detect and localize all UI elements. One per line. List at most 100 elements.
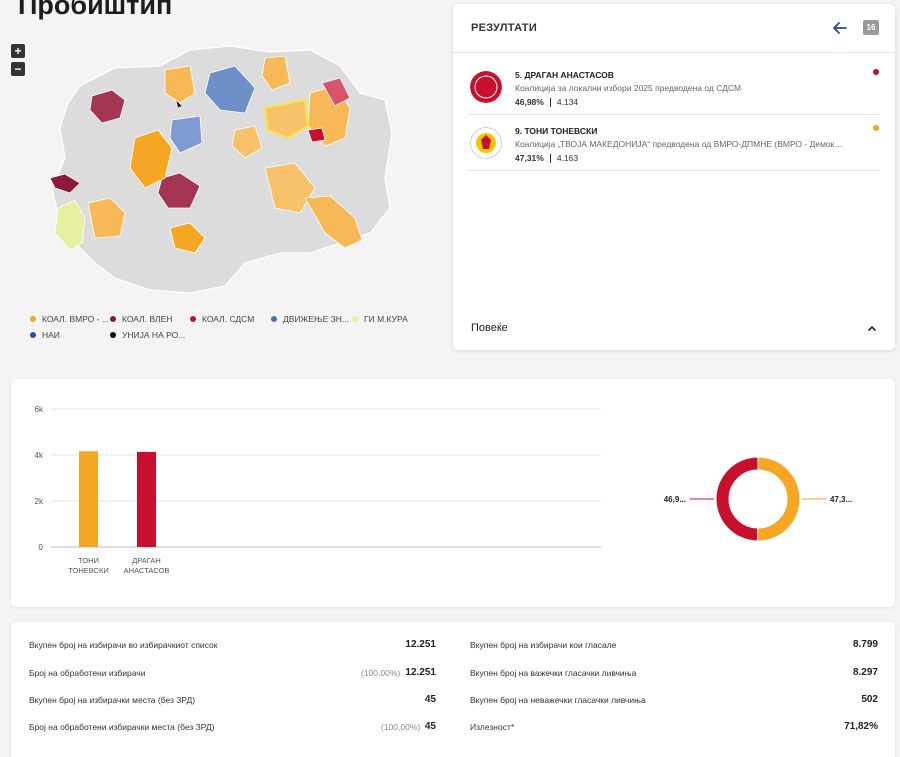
donut-label: 46,9... <box>664 495 686 504</box>
legend-dot-icon <box>30 316 36 322</box>
legend-label: ДВИЖЕЊЕ ЗН... <box>283 314 350 324</box>
legend-item[interactable]: НАИ <box>30 330 60 340</box>
candidate-votes: 4.163 <box>556 153 579 163</box>
stat-row: Број на обработени избирачи (100,00%) 12… <box>29 667 436 682</box>
stat-label: Вкупен број на важечки гласачки ливчиња <box>470 668 637 678</box>
map-region-sdsm-2 <box>307 127 326 143</box>
candidate-percent: 46,98% <box>515 97 544 107</box>
stat-value: 45 <box>424 694 436 705</box>
candidate-row[interactable]: 5. ДРАГАН АНАСТАСОВ Коалиција за локални… <box>467 59 879 115</box>
legend-label: НАИ <box>42 330 60 340</box>
candidate-stats: 47,31% 4.163 <box>515 153 578 163</box>
map-region-unija <box>175 99 183 109</box>
page-title: Пробиштип <box>18 0 173 20</box>
stat-label: Излезност* <box>470 722 515 732</box>
zoom-out-button[interactable]: − <box>11 62 25 76</box>
legend-dot-icon <box>352 316 358 322</box>
stat-percent: (100,00%) <box>361 668 401 678</box>
legend-dot-icon <box>30 332 36 338</box>
map-region-vlen-1 <box>89 89 126 124</box>
map-region-selected-probishtip <box>263 98 310 140</box>
map-region-vlen-3 <box>157 172 201 209</box>
results-header: РЕЗУЛТАТИ 16 <box>453 4 895 53</box>
results-title: РЕЗУЛТАТИ <box>471 22 538 34</box>
statistics-panel: Вкупен број на избирачи во избирачкиот с… <box>11 622 895 757</box>
candidate-name: 5. ДРАГАН АНАСТАСОВ <box>515 70 614 80</box>
divider <box>549 97 551 107</box>
legend-label: КОАЛ. ВМРО - ... <box>42 314 109 324</box>
zoom-in-button[interactable]: + <box>11 44 25 58</box>
candidate-name: 9. ТОНИ ТОНЕВСКИ <box>515 126 598 136</box>
donut-slice[interactable] <box>715 456 759 542</box>
candidate-row[interactable]: 9. ТОНИ ТОНЕВСКИ Коалиција „ТВОЈА МАКЕДО… <box>467 115 879 171</box>
charts-panel: 0 2k 4k 6k ТОНИ ТОНЕВСКИ ДРАГАН АНАСТАСОВ 47,3.… <box>11 379 895 607</box>
stat-row: Излезност* 71,82% <box>470 721 878 736</box>
y-tick-label: 0 <box>39 543 44 552</box>
arrow-left-icon[interactable] <box>832 20 848 36</box>
results-panel: РЕЗУЛТАТИ 16 5. ДРАГАН АНАСТАСОВ Коалици… <box>453 4 895 350</box>
vmro-logo-icon <box>470 127 502 159</box>
legend-item[interactable]: КОАЛ. ВЛЕН <box>110 314 172 324</box>
candidate-coalition: Коалиција „ТВОЈА МАКЕДОНИЈА“ предводена … <box>515 139 845 149</box>
legend-label: УНИЈА НА РО... <box>122 330 186 340</box>
donut-slice[interactable] <box>757 456 801 542</box>
stat-value: 8.799 <box>852 639 878 650</box>
more-label: Повеќе <box>471 322 508 334</box>
x-tick-label: ТОНЕВСКИ <box>68 566 108 575</box>
bar[interactable] <box>79 451 98 547</box>
municipality-map[interactable] <box>40 38 410 300</box>
stat-row: Вкупен број на неважечки гласачки ливчињ… <box>470 694 878 709</box>
y-tick-label: 2k <box>35 497 44 506</box>
donut-label: 47,3... <box>830 495 852 504</box>
stat-value: 45 <box>424 721 436 732</box>
legend-item[interactable]: КОАЛ. СДСМ <box>190 314 254 324</box>
stat-value: 12.251 <box>405 667 436 678</box>
legend-dot-icon <box>271 316 277 322</box>
map-region-dvizhenje-2 <box>169 115 203 154</box>
y-tick-label: 4k <box>35 451 44 460</box>
donut-chart: 47,3... 46,9... <box>664 456 852 542</box>
stat-value: 8.297 <box>852 667 878 678</box>
map-region-dvizhenje-1 <box>204 65 256 114</box>
stat-label: Вкупен број на неважечки гласачки ливчињ… <box>470 695 646 705</box>
map-region-vmro-3 <box>164 65 196 104</box>
legend-item[interactable]: УНИЈА НА РО... <box>110 330 185 340</box>
legend-label: КОАЛ. ВЛЕН <box>122 314 173 324</box>
map-region-vmro-1 <box>129 129 173 189</box>
legend-item[interactable]: КОАЛ. ВМРО - ... <box>30 314 109 324</box>
stat-value: 12.251 <box>405 639 436 650</box>
map-region-vmro-7 <box>304 195 363 249</box>
candidate-percent: 47,31% <box>515 153 544 163</box>
stat-label: Број на обработени избирачки места (без … <box>29 722 215 732</box>
map-region-kura <box>54 199 86 251</box>
candidate-stats: 46,98% 4.134 <box>515 97 578 107</box>
map-region-vmro-2 <box>87 197 126 239</box>
legend-dot-icon <box>190 316 196 322</box>
x-tick-label: АНАСТАСОВ <box>124 566 170 575</box>
stat-label: Број на обработени избирачи <box>29 668 146 678</box>
calendar-icon[interactable]: 16 <box>863 20 879 35</box>
legend-item[interactable]: ГИ М.КУРА <box>352 314 408 324</box>
legend-dot-icon <box>110 332 116 338</box>
stat-value: 71,82% <box>844 721 878 732</box>
candidate-votes: 4.134 <box>556 97 579 107</box>
stat-row: Вкупен број на избирачи во избирачкиот с… <box>29 639 436 654</box>
legend-item[interactable]: ДВИЖЕЊЕ ЗН... <box>271 314 349 324</box>
stat-row: Вкупен број на избирачи кои гласале 8.79… <box>470 639 878 654</box>
map-region-vmro-8 <box>169 222 206 254</box>
stat-row: Вкупен број на важечки гласачки ливчиња … <box>470 667 878 682</box>
map-region-vmro-9 <box>231 125 263 159</box>
stat-row: Вкупен број на избирачки места (без ЗРД)… <box>29 694 436 709</box>
x-tick-label: ДРАГАН <box>132 556 161 565</box>
map-region-vlen-2 <box>49 173 81 194</box>
bar[interactable] <box>137 451 156 547</box>
party-color-dot <box>873 125 879 131</box>
candidate-coalition: Коалиција за локални избори 2025 предвод… <box>515 83 742 93</box>
stat-label: Вкупен број на избирачки места (без ЗРД) <box>29 695 196 705</box>
stat-value: 502 <box>861 694 878 705</box>
stat-row: Број на обработени избирачки места (без … <box>29 721 436 736</box>
more-toggle[interactable]: Повеќе <box>471 322 877 334</box>
legend-label: ГИ М.КУРА <box>364 314 408 324</box>
legend-dot-icon <box>110 316 116 322</box>
